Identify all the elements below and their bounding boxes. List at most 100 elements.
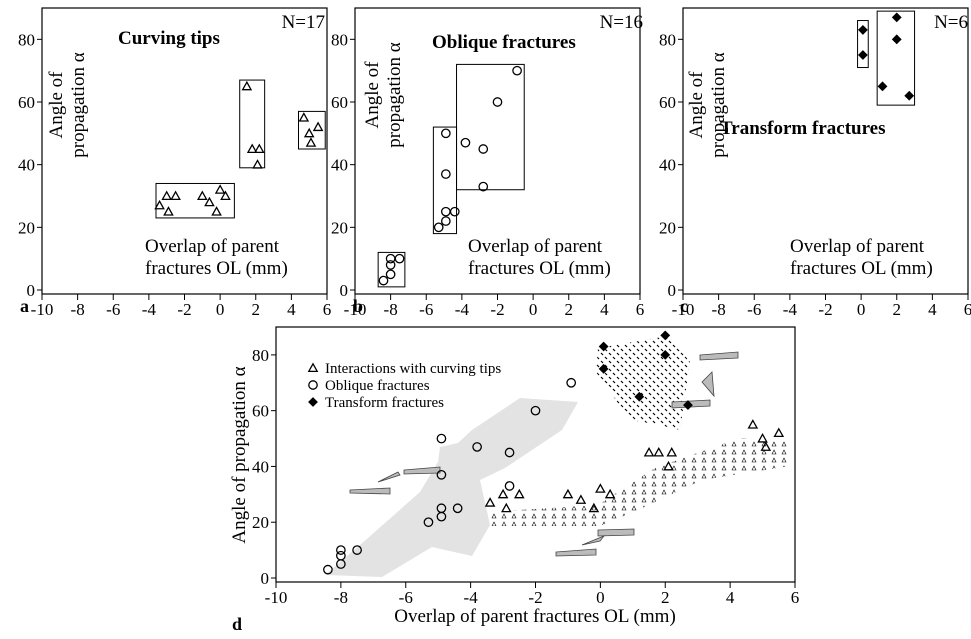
x-tick-label: -6	[399, 588, 413, 607]
x-tick-label: -8	[334, 588, 348, 607]
triangle-marker	[604, 488, 616, 499]
diamond-marker	[891, 34, 902, 45]
circle-marker	[460, 137, 471, 148]
triangle-marker	[513, 488, 525, 499]
diamond-marker	[598, 363, 609, 374]
triangle-marker	[220, 190, 231, 201]
circle-marker	[478, 144, 489, 154]
y-tick-label: 0	[261, 569, 270, 588]
cluster-box	[857, 20, 869, 69]
circle-marker	[385, 253, 396, 264]
y-tick-label: 80	[331, 30, 348, 49]
panel-letter: c	[680, 296, 688, 316]
x-axis-label: Overlap of parent	[145, 236, 280, 257]
y-tick-label: 40	[18, 156, 35, 175]
x-tick-label: 6	[791, 588, 800, 607]
circle-marker	[530, 405, 541, 416]
x-tick-label: -10	[31, 300, 54, 319]
x-tick-label: 2	[565, 300, 574, 319]
triangle-marker	[204, 196, 215, 207]
circle-marker	[436, 433, 447, 444]
regions	[325, 336, 792, 577]
triangle-marker	[588, 502, 600, 513]
diamond-marker	[904, 90, 915, 101]
x-tick-label: 0	[529, 300, 538, 319]
y-axis-label: propagation α	[384, 42, 405, 148]
x-tick-label: -6	[747, 300, 761, 319]
y-axis-label: Angle of propagation α	[229, 366, 250, 543]
triangle-marker	[595, 483, 606, 493]
circle-marker	[472, 442, 482, 452]
oblique-region	[325, 398, 578, 577]
triangle-marker	[211, 206, 222, 216]
y-tick-label: 60	[252, 402, 269, 421]
circle-marker	[436, 469, 447, 480]
circle-marker	[440, 169, 451, 179]
y-tick-label: 40	[331, 156, 348, 175]
cluster-box	[876, 10, 916, 106]
triangle-marker	[241, 80, 253, 91]
diamond-marker	[634, 391, 645, 402]
x-axis-label: fractures OL (mm)	[790, 258, 933, 279]
y-tick-label: 40	[659, 156, 676, 175]
x-tick-label: -10	[672, 300, 695, 319]
triangle-marker	[305, 137, 317, 147]
triangle-marker	[214, 184, 226, 194]
y-axis-label: Angle of	[46, 71, 67, 139]
circle-marker	[504, 481, 515, 491]
x-axis-label: fractures OL (mm)	[468, 258, 611, 279]
cluster-box	[239, 79, 266, 169]
x-tick-label: -10	[344, 300, 367, 319]
triangle-marker	[643, 446, 655, 457]
cluster-box	[155, 182, 235, 219]
triangle-marker	[484, 497, 496, 507]
y-tick-label: 60	[659, 93, 676, 112]
triangle-marker	[170, 190, 181, 201]
x-tick-label: 2	[893, 300, 902, 319]
x-axis-label: Overlap of parent	[790, 236, 925, 257]
panel-letter: b	[353, 296, 363, 316]
triangle-marker	[154, 199, 165, 210]
diamond-marker	[660, 349, 671, 360]
x-tick-label: -2	[818, 300, 832, 319]
x-tick-label: -2	[528, 588, 542, 607]
circle-marker	[440, 128, 451, 139]
y-tick-label: 0	[27, 281, 36, 300]
x-tick-label: 4	[928, 300, 937, 319]
x-tick-label: -10	[265, 588, 288, 607]
y-tick-label: 20	[18, 218, 35, 237]
legend-label: Transform fractures	[325, 395, 444, 411]
triangle-marker	[575, 494, 587, 504]
y-tick-label: 60	[331, 93, 348, 112]
panel-title: Curving tips	[118, 28, 220, 49]
y-axis-label: Angle of	[362, 61, 383, 129]
diamond-marker	[660, 330, 671, 341]
circle-marker	[433, 222, 444, 233]
triangle-marker	[653, 446, 665, 457]
legend-marker	[308, 397, 318, 407]
x-tick-label: 4	[600, 300, 609, 319]
circle-marker	[336, 545, 346, 555]
diamond-marker	[683, 400, 693, 410]
x-tick-label: 6	[323, 300, 332, 319]
triangle-marker	[197, 190, 208, 201]
diamond-marker	[877, 81, 888, 92]
x-axis-label: Overlap of parent	[468, 236, 603, 257]
x-tick-label: 0	[596, 588, 605, 607]
y-tick-label: 40	[252, 457, 269, 476]
diamond-marker	[598, 341, 609, 352]
cluster-box	[456, 63, 525, 191]
circle-marker	[423, 517, 434, 528]
circle-marker	[323, 564, 333, 575]
triangle-marker	[757, 433, 768, 443]
triangle-marker	[747, 419, 759, 429]
triangle-marker	[246, 143, 258, 154]
curving-region	[488, 438, 792, 526]
transform-region	[596, 336, 690, 430]
circle-marker	[352, 545, 362, 555]
x-tick-label: -6	[106, 300, 120, 319]
x-axis-label: fractures OL (mm)	[145, 258, 288, 279]
circle-marker	[385, 269, 396, 280]
panel-title: Transform fractures	[720, 118, 886, 139]
